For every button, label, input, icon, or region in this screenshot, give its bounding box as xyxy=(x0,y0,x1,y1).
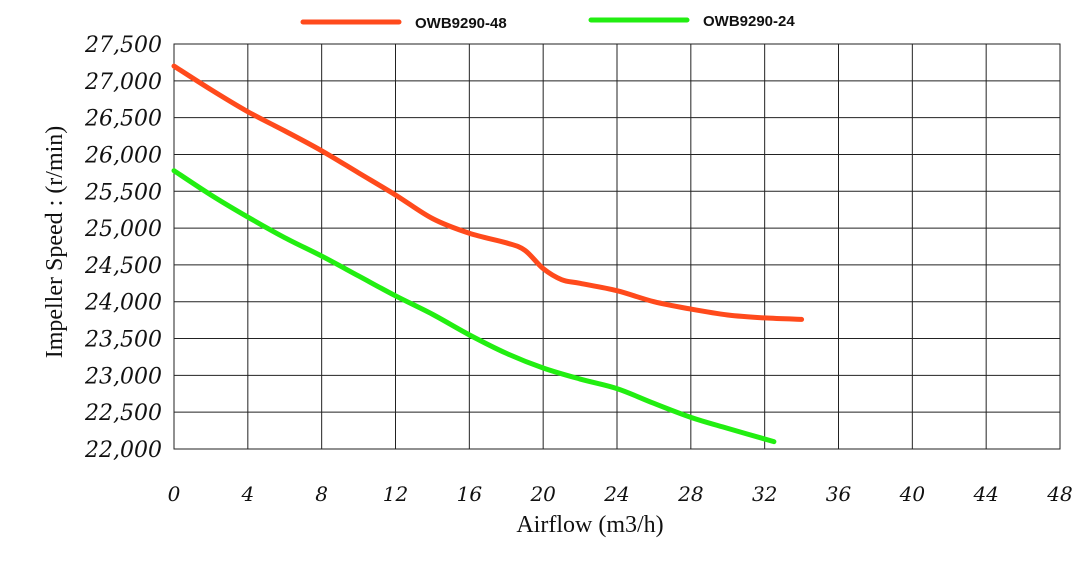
y-axis-label: Impeller Speed : (r/min) xyxy=(42,126,68,359)
y-tick-label: 26,000 xyxy=(84,143,162,168)
x-tick-label: 16 xyxy=(457,482,483,506)
legend-label-owb9290-24: OWB9290-24 xyxy=(703,13,795,30)
x-tick-label: 32 xyxy=(752,482,777,506)
x-tick-label: 44 xyxy=(972,482,998,506)
y-tick-label: 26,500 xyxy=(84,107,162,132)
series-line-owb9290-24 xyxy=(171,168,777,445)
y-tick-label: 25,500 xyxy=(84,180,162,205)
x-tick-label: 36 xyxy=(826,482,852,506)
y-axis-ticks: 27,500 27,000 26,500 26,000 25,500 25,000 24,5… xyxy=(84,33,162,463)
legend-label-owb9290-48: OWB9290-48 xyxy=(415,15,507,32)
legend: OWB9290-48 OWB9290-24 xyxy=(300,13,795,32)
x-tick-label: 0 xyxy=(168,482,181,506)
grid xyxy=(173,43,1061,450)
x-axis-label: Airflow (m3/h) xyxy=(516,512,663,538)
x-tick-label: 4 xyxy=(240,482,254,506)
x-tick-label: 24 xyxy=(603,482,629,506)
x-axis-ticks: 0 4 8 12 16 20 24 28 32 36 40 44 48 xyxy=(168,482,1073,506)
y-tick-label: 22,000 xyxy=(84,438,162,463)
x-tick-label: 12 xyxy=(383,482,408,506)
x-tick-label: 8 xyxy=(315,482,328,506)
series-line-owb9290-48 xyxy=(171,63,805,322)
x-tick-label: 40 xyxy=(899,482,926,506)
y-tick-label: 23,500 xyxy=(84,328,162,353)
y-tick-label: 27,000 xyxy=(84,70,162,95)
y-tick-label: 24,500 xyxy=(84,254,162,279)
x-tick-label: 48 xyxy=(1046,482,1072,506)
y-tick-label: 23,000 xyxy=(84,364,162,389)
y-tick-label: 22,500 xyxy=(84,401,162,426)
series-lines xyxy=(171,63,805,445)
y-tick-label: 25,000 xyxy=(84,217,162,242)
y-tick-label: 24,000 xyxy=(84,291,162,316)
x-tick-label: 28 xyxy=(677,482,703,506)
x-tick-label: 20 xyxy=(529,482,556,506)
y-tick-label: 27,500 xyxy=(84,33,162,58)
